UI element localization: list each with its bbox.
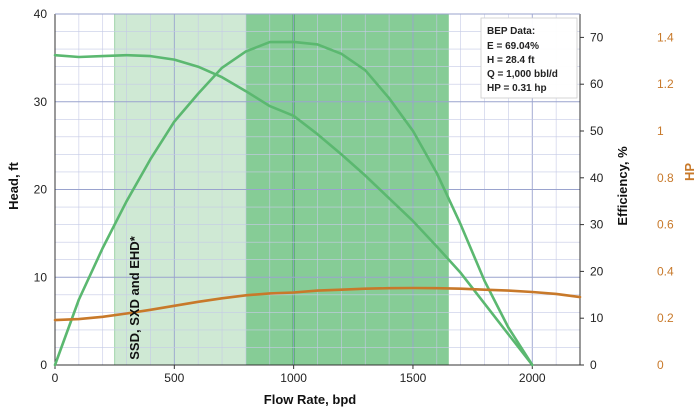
bep-head: H = 28.4 ft bbox=[487, 55, 535, 66]
hp-tick-label: 1.2 bbox=[657, 77, 674, 91]
hp-tick-label: 0.6 bbox=[657, 218, 674, 232]
x-tick-label: 2000 bbox=[519, 371, 546, 385]
hp-tick-label: 1 bbox=[657, 124, 664, 138]
x-axis-title: Flow Rate, bpd bbox=[264, 392, 357, 407]
x-tick-label: 500 bbox=[164, 371, 184, 385]
efficiency-tick-label: 30 bbox=[590, 218, 604, 232]
hp-tick-label: 0 bbox=[657, 358, 664, 372]
tick-labels: 0 500 1000 1500 2000010203040010203040506070… bbox=[34, 7, 674, 385]
efficiency-tick-label: 20 bbox=[590, 264, 604, 278]
head-tick-label: 0 bbox=[40, 358, 47, 372]
efficiency-tick-label: 70 bbox=[590, 30, 604, 44]
bep-box-background bbox=[480, 17, 578, 99]
hp-tick-label: 0.2 bbox=[657, 311, 674, 325]
bep-data-box: BEP Data: E = 69.04% H = 28.4 ft Q = 1,0… bbox=[480, 17, 578, 99]
x-tick-label: 0 bbox=[52, 371, 59, 385]
hp-tick-label: 1.4 bbox=[657, 30, 674, 44]
operating-range-label: SSD, SXD and EHD* bbox=[127, 235, 142, 359]
efficiency-tick-label: 60 bbox=[590, 77, 604, 91]
efficiency-tick-label: 10 bbox=[590, 311, 604, 325]
bep-flow: Q = 1,000 bbl/d bbox=[487, 69, 558, 80]
head-curve bbox=[53, 53, 534, 367]
head-tick-label: 40 bbox=[34, 7, 48, 21]
head-tick-label: 30 bbox=[34, 95, 48, 109]
hp-tick-label: 0.4 bbox=[657, 264, 674, 278]
hp-curve bbox=[53, 286, 582, 322]
bep-horsepower: HP = 0.31 hp bbox=[487, 83, 547, 94]
chart-annotations: Flow Rate, bpd Head, ft Efficiency, % HP… bbox=[6, 146, 697, 407]
efficiency-axis-title: Efficiency, % bbox=[615, 146, 630, 226]
x-tick-label: 1000 bbox=[280, 371, 307, 385]
efficiency-curve bbox=[53, 40, 534, 367]
efficiency-tick-label: 50 bbox=[590, 124, 604, 138]
hp-tick-label: 0.8 bbox=[657, 171, 674, 185]
head-tick-label: 10 bbox=[34, 270, 48, 284]
efficiency-tick-label: 40 bbox=[590, 171, 604, 185]
efficiency-tick-label: 0 bbox=[590, 358, 597, 372]
axes bbox=[54, 13, 581, 366]
hp-axis-title: HP bbox=[682, 163, 697, 181]
bep-efficiency: E = 69.04% bbox=[487, 41, 539, 52]
x-tick-label: 1500 bbox=[400, 371, 427, 385]
series-lines bbox=[53, 40, 582, 367]
bep-title: BEP Data: bbox=[487, 26, 535, 37]
head-axis-title: Head, ft bbox=[6, 161, 21, 209]
head-tick-label: 20 bbox=[34, 183, 48, 197]
